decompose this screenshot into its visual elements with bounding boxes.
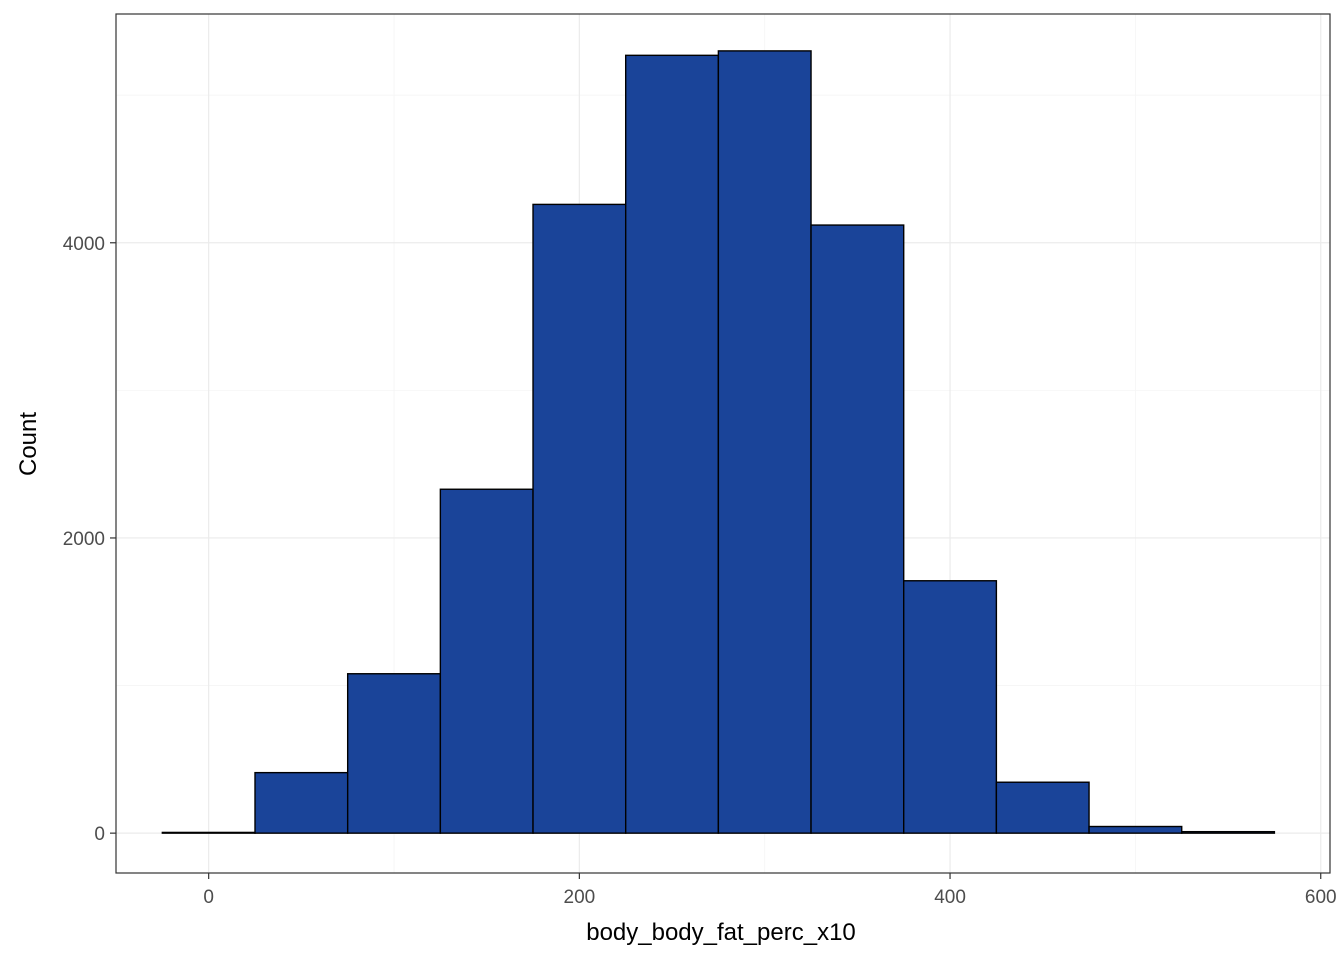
- x-tick-label: 0: [203, 887, 214, 908]
- histogram-bar: [1088, 825, 1183, 834]
- histogram-bar: [995, 781, 1090, 834]
- panel-border: [115, 13, 1331, 874]
- histogram-bar: [439, 488, 534, 834]
- y-tick-label: 4000: [63, 234, 105, 255]
- y-tick-label: 0: [94, 824, 105, 845]
- histogram-bar: [161, 831, 256, 834]
- histogram-bar: [532, 203, 627, 834]
- histogram-bar: [903, 580, 998, 834]
- histogram-bar: [346, 673, 442, 834]
- x-axis-ticks: 0 200 400 600: [203, 873, 1337, 908]
- x-tick-label: 600: [1305, 887, 1337, 908]
- histogram-bar: [624, 54, 720, 834]
- histogram-bar: [254, 771, 349, 834]
- histogram-bar: [810, 224, 905, 834]
- y-tick-label: 2000: [63, 529, 105, 550]
- x-tick-label: 400: [934, 887, 966, 908]
- histogram-bars: [161, 50, 1276, 834]
- y-axis-title: Count: [15, 412, 42, 476]
- y-axis-ticks: 0 2000 4000: [63, 234, 116, 845]
- histogram-bar: [1181, 830, 1276, 834]
- x-tick-label: 200: [564, 887, 596, 908]
- x-axis-title: body_body_fat_perc_x10: [586, 919, 856, 946]
- histogram-bar: [717, 50, 812, 834]
